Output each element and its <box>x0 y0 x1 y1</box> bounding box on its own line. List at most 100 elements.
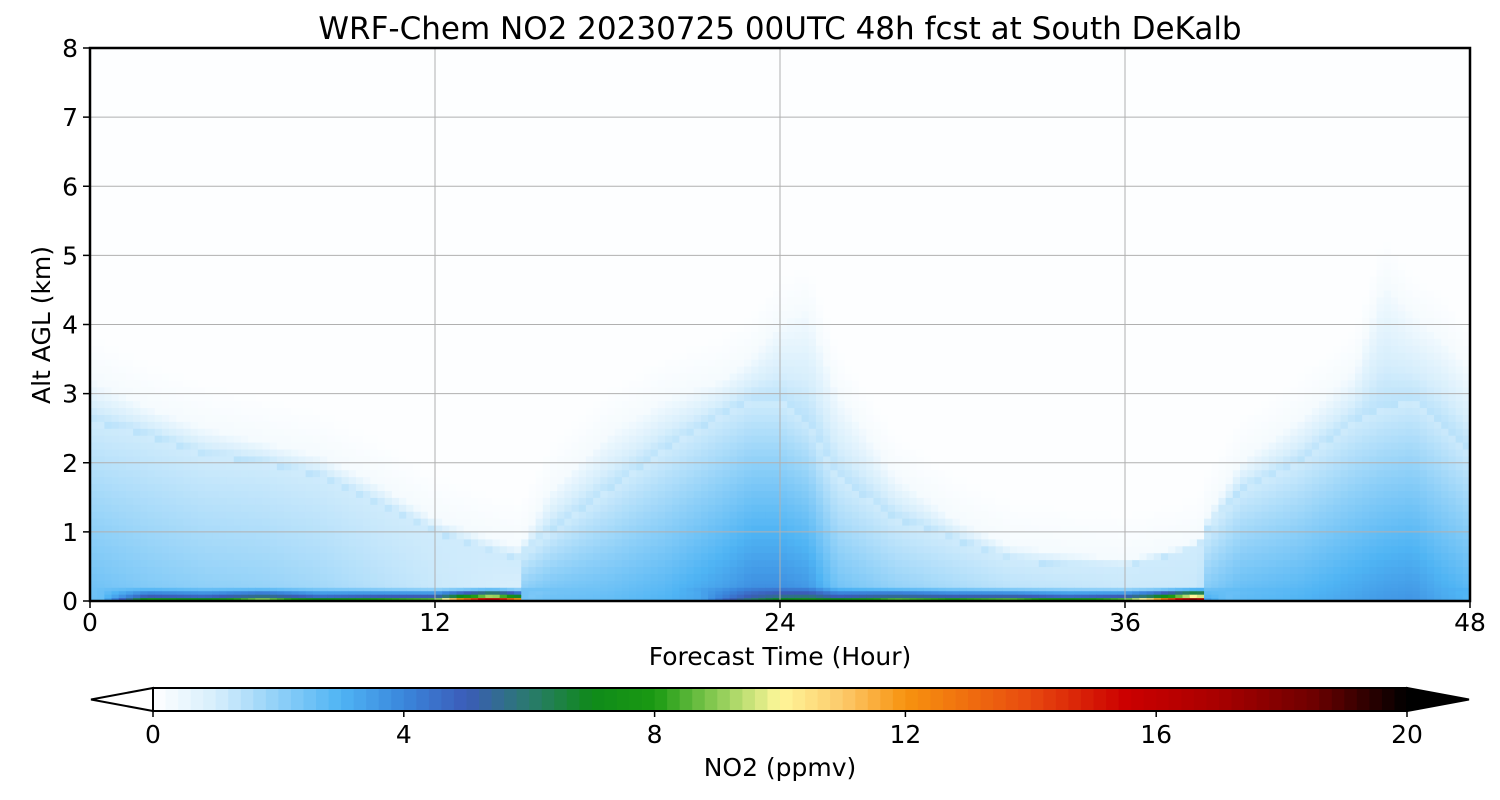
field-cell <box>320 317 328 326</box>
field-cell <box>90 372 98 381</box>
field-cell <box>355 583 364 588</box>
field-cell <box>291 538 300 547</box>
field-cell <box>377 48 386 56</box>
field-cell <box>506 172 515 180</box>
field-cell <box>327 386 335 395</box>
field-cell <box>284 365 292 374</box>
field-cell <box>97 372 105 381</box>
field-cell <box>377 552 386 561</box>
field-cell <box>442 158 450 167</box>
field-cell <box>262 365 271 374</box>
field-cell <box>399 220 407 229</box>
field-cell <box>420 345 429 353</box>
field-cell <box>190 566 199 574</box>
field-cell <box>327 296 335 305</box>
field-cell <box>140 234 149 243</box>
field-cell <box>341 338 350 346</box>
field-cell <box>320 331 328 339</box>
field-cell <box>190 269 199 277</box>
field-cell <box>233 590 242 595</box>
field-cell <box>442 497 450 505</box>
field-cell <box>97 497 105 505</box>
field-cell <box>197 566 206 574</box>
field-cell <box>226 442 235 450</box>
field-cell <box>140 580 149 585</box>
field-cell <box>312 262 321 270</box>
field-cell <box>391 545 400 554</box>
field-cell <box>463 144 472 153</box>
field-cell <box>90 262 98 270</box>
field-cell <box>298 566 307 574</box>
field-cell <box>197 151 206 160</box>
field-cell <box>233 483 242 491</box>
field-cell <box>111 289 120 298</box>
field-cell <box>90 414 98 422</box>
field-cell <box>226 269 235 277</box>
field-cell <box>190 68 199 77</box>
field-cell <box>478 96 486 104</box>
field-cell <box>420 379 429 388</box>
field-cell <box>125 400 134 409</box>
field-cell <box>190 89 199 97</box>
field-cell <box>197 75 206 84</box>
field-cell <box>327 545 335 554</box>
field-cell <box>276 324 285 333</box>
field-cell <box>118 117 127 125</box>
field-cell <box>305 172 314 180</box>
field-cell <box>427 590 436 595</box>
field-cell <box>269 573 278 581</box>
field-cell <box>463 200 472 208</box>
field-cell <box>190 213 199 222</box>
field-cell <box>341 213 350 222</box>
field-cell <box>348 220 357 229</box>
field-cell <box>320 490 328 498</box>
field-cell <box>363 552 371 561</box>
field-cell <box>104 89 113 97</box>
field-cell <box>391 448 400 457</box>
field-cell <box>248 331 256 339</box>
field-cell <box>255 206 264 215</box>
field-cell <box>506 179 515 187</box>
field-cell <box>118 234 127 243</box>
field-cell <box>413 566 422 574</box>
field-cell <box>355 103 364 111</box>
field-cell <box>291 172 300 180</box>
field-cell <box>248 82 256 91</box>
field-cell <box>233 75 242 84</box>
field-cell <box>147 82 156 91</box>
field-cell <box>147 117 156 125</box>
field-cell <box>470 545 479 554</box>
field-cell <box>118 590 127 595</box>
field-cell <box>327 414 335 422</box>
field-cell <box>370 110 379 118</box>
field-cell <box>97 583 105 588</box>
field-cell <box>341 365 350 374</box>
field-cell <box>327 421 335 429</box>
field-cell <box>269 110 278 118</box>
field-cell <box>111 511 120 519</box>
field-cell <box>320 379 328 388</box>
field-cell <box>169 262 177 270</box>
field-cell <box>240 573 249 581</box>
field-cell <box>420 435 429 443</box>
field-cell <box>133 68 141 77</box>
field-cell <box>478 545 486 554</box>
field-cell <box>413 255 422 263</box>
field-cell <box>233 89 242 97</box>
field-cell <box>240 179 249 187</box>
field-cell <box>269 61 278 70</box>
field-cell <box>305 386 314 395</box>
field-cell <box>334 545 343 554</box>
field-cell <box>399 82 407 91</box>
field-cell <box>125 583 134 588</box>
field-cell <box>298 262 307 270</box>
field-cell <box>125 511 134 519</box>
field-cell <box>262 590 271 595</box>
field-cell <box>406 124 415 132</box>
field-cell <box>384 68 393 77</box>
field-cell <box>176 200 185 208</box>
field-cell <box>298 590 307 595</box>
field-cell <box>384 172 393 180</box>
field-cell <box>327 511 335 519</box>
field-cell <box>456 462 465 471</box>
